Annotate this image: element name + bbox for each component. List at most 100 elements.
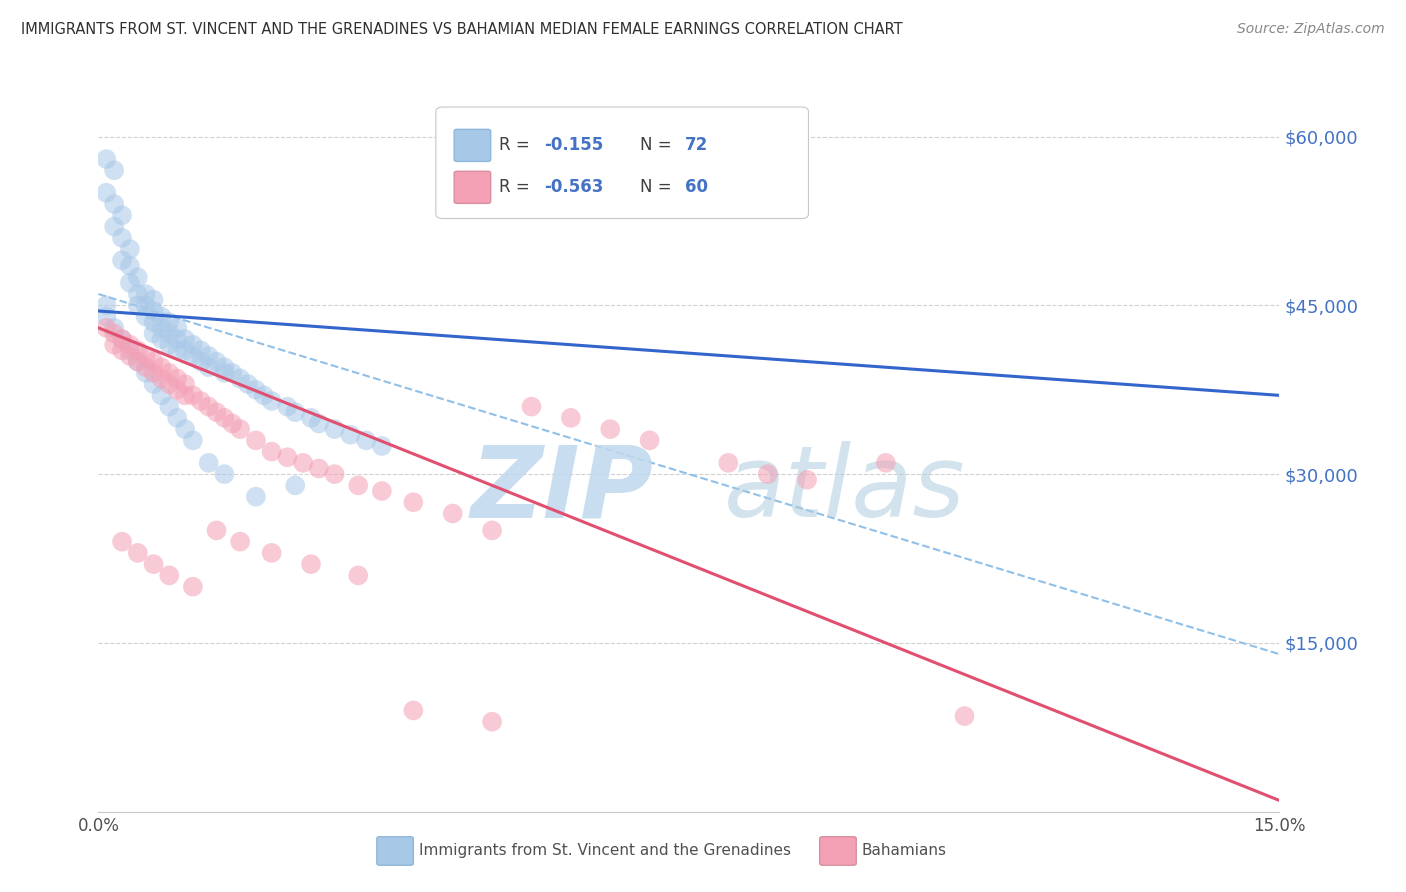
- Point: [181, 349, 204, 363]
- Text: N =: N =: [640, 136, 676, 154]
- Point: [214, 467, 236, 482]
- Text: Source: ZipAtlas.com: Source: ZipAtlas.com: [1237, 22, 1385, 37]
- Point: [127, 354, 149, 368]
- Point: [157, 326, 180, 341]
- Point: [190, 394, 212, 409]
- Point: [118, 337, 141, 351]
- Point: [135, 298, 157, 312]
- Point: [157, 315, 180, 329]
- Point: [214, 366, 236, 380]
- Point: [135, 366, 157, 380]
- Point: [166, 383, 188, 397]
- Text: atlas: atlas: [724, 442, 966, 539]
- Point: [118, 343, 141, 358]
- Point: [111, 208, 134, 222]
- Text: Immigrants from St. Vincent and the Grenadines: Immigrants from St. Vincent and the Gren…: [419, 844, 792, 858]
- Point: [174, 377, 197, 392]
- Point: [260, 394, 283, 409]
- Point: [142, 366, 165, 380]
- Point: [96, 186, 118, 200]
- Point: [157, 400, 180, 414]
- Point: [127, 343, 149, 358]
- Point: [166, 321, 188, 335]
- Point: [103, 337, 125, 351]
- Point: [103, 326, 125, 341]
- Point: [205, 524, 228, 538]
- Point: [245, 383, 267, 397]
- Point: [953, 709, 976, 723]
- Text: 60: 60: [685, 178, 707, 196]
- Text: N =: N =: [640, 178, 676, 196]
- Point: [103, 219, 125, 234]
- Point: [111, 534, 134, 549]
- Point: [118, 349, 141, 363]
- Point: [205, 354, 228, 368]
- Point: [205, 405, 228, 419]
- Point: [174, 422, 197, 436]
- Point: [111, 253, 134, 268]
- Point: [197, 349, 219, 363]
- Point: [638, 434, 661, 448]
- Point: [245, 490, 267, 504]
- Point: [236, 377, 259, 392]
- Point: [96, 321, 118, 335]
- Point: [135, 360, 157, 375]
- Point: [157, 377, 180, 392]
- Point: [481, 524, 503, 538]
- Point: [150, 360, 173, 375]
- Point: [221, 417, 243, 431]
- Point: [157, 568, 180, 582]
- Point: [520, 400, 543, 414]
- Point: [181, 434, 204, 448]
- Point: [142, 557, 165, 571]
- Point: [174, 332, 197, 346]
- Point: [599, 422, 621, 436]
- Point: [197, 360, 219, 375]
- Point: [323, 422, 346, 436]
- Point: [339, 427, 361, 442]
- Point: [197, 456, 219, 470]
- Point: [354, 434, 377, 448]
- Point: [127, 298, 149, 312]
- Point: [111, 332, 134, 346]
- Text: R =: R =: [499, 178, 536, 196]
- Point: [190, 354, 212, 368]
- Point: [229, 371, 252, 385]
- Point: [166, 332, 188, 346]
- Point: [875, 456, 897, 470]
- Point: [181, 580, 204, 594]
- Point: [245, 434, 267, 448]
- Point: [174, 343, 197, 358]
- Point: [260, 444, 283, 458]
- Point: [135, 349, 157, 363]
- Point: [371, 483, 394, 498]
- Point: [284, 478, 307, 492]
- Point: [221, 366, 243, 380]
- Point: [111, 343, 134, 358]
- Point: [214, 410, 236, 425]
- Point: [214, 360, 236, 375]
- Point: [135, 310, 157, 324]
- Point: [181, 388, 204, 402]
- Point: [150, 388, 173, 402]
- Point: [142, 326, 165, 341]
- Point: [174, 388, 197, 402]
- Point: [111, 332, 134, 346]
- Point: [276, 450, 298, 465]
- Point: [299, 410, 322, 425]
- Point: [371, 439, 394, 453]
- Point: [260, 546, 283, 560]
- Point: [299, 557, 322, 571]
- Text: Bahamians: Bahamians: [862, 844, 946, 858]
- Point: [166, 371, 188, 385]
- Point: [142, 304, 165, 318]
- Point: [717, 456, 740, 470]
- Point: [308, 461, 330, 475]
- Point: [190, 343, 212, 358]
- Point: [96, 298, 118, 312]
- Point: [127, 270, 149, 285]
- Point: [103, 197, 125, 211]
- Point: [118, 259, 141, 273]
- Point: [796, 473, 818, 487]
- Point: [127, 354, 149, 368]
